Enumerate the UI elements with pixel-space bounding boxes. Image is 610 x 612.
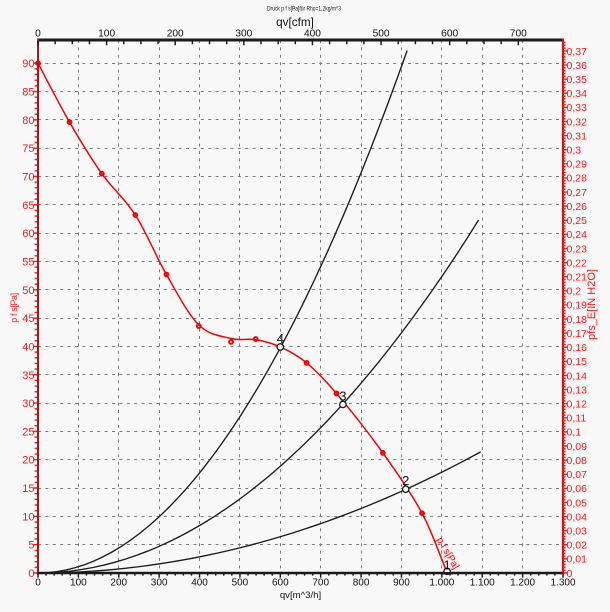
svg-text:qv[m^3/h]: qv[m^3/h] <box>280 590 321 601</box>
svg-text:0,09: 0,09 <box>567 441 588 453</box>
svg-text:0,13: 0,13 <box>567 384 588 396</box>
svg-text:10: 10 <box>22 511 34 523</box>
svg-text:0: 0 <box>35 578 41 589</box>
svg-text:200: 200 <box>110 578 127 589</box>
svg-text:75: 75 <box>22 143 34 155</box>
svg-text:0,14: 0,14 <box>567 370 588 382</box>
svg-text:85: 85 <box>22 87 34 99</box>
svg-text:0,24: 0,24 <box>567 229 588 241</box>
svg-text:60: 60 <box>22 228 34 240</box>
svg-text:70: 70 <box>22 171 34 183</box>
svg-text:0,28: 0,28 <box>567 173 588 185</box>
svg-text:4: 4 <box>277 331 284 346</box>
svg-text:0,23: 0,23 <box>567 243 588 255</box>
svg-text:p f s[Pa]: p f s[Pa] <box>9 293 19 323</box>
svg-text:0,16: 0,16 <box>567 342 588 354</box>
svg-text:5: 5 <box>28 540 34 552</box>
svg-text:Druck p f s[Pa]für Rho=1,2kg/m: Druck p f s[Pa]für Rho=1,2kg/m^3 <box>267 6 341 13</box>
svg-text:0,17: 0,17 <box>567 328 588 340</box>
svg-text:100: 100 <box>70 578 87 589</box>
svg-text:0,26: 0,26 <box>567 201 588 213</box>
svg-text:0,29: 0,29 <box>567 159 588 171</box>
svg-text:0: 0 <box>28 568 34 580</box>
svg-text:0,04: 0,04 <box>567 511 588 523</box>
svg-text:25: 25 <box>22 426 34 438</box>
svg-text:0,05: 0,05 <box>567 497 588 509</box>
svg-text:90: 90 <box>22 58 34 70</box>
svg-text:0: 0 <box>35 29 41 40</box>
svg-text:3: 3 <box>339 388 346 403</box>
svg-text:0,02: 0,02 <box>567 540 588 552</box>
svg-text:0,34: 0,34 <box>567 88 588 100</box>
svg-text:1.100: 1.100 <box>470 578 495 589</box>
svg-text:0,31: 0,31 <box>567 130 588 142</box>
svg-text:0,32: 0,32 <box>567 116 588 128</box>
svg-text:50: 50 <box>22 285 34 297</box>
svg-text:300: 300 <box>151 578 168 589</box>
svg-text:0,21: 0,21 <box>567 272 588 284</box>
svg-text:0,03: 0,03 <box>567 525 588 537</box>
svg-text:30: 30 <box>22 398 34 410</box>
svg-text:pfs_E[IN H2O]: pfs_E[IN H2O] <box>586 269 598 340</box>
svg-text:300: 300 <box>235 29 252 40</box>
svg-text:0,22: 0,22 <box>567 257 588 269</box>
svg-text:35: 35 <box>22 370 34 382</box>
svg-text:400: 400 <box>191 578 208 589</box>
svg-text:1.000: 1.000 <box>429 578 454 589</box>
svg-text:0,11: 0,11 <box>567 413 587 425</box>
svg-text:0: 0 <box>567 568 573 580</box>
svg-text:0,07: 0,07 <box>567 469 588 481</box>
svg-text:800: 800 <box>353 578 370 589</box>
svg-text:0,08: 0,08 <box>567 455 588 467</box>
svg-text:0,06: 0,06 <box>567 483 588 495</box>
svg-text:100: 100 <box>98 29 115 40</box>
svg-text:200: 200 <box>167 29 184 40</box>
svg-text:600: 600 <box>441 29 458 40</box>
svg-text:500: 500 <box>373 29 390 40</box>
svg-text:0,15: 0,15 <box>567 356 588 368</box>
svg-text:65: 65 <box>22 200 34 212</box>
svg-text:1.300: 1.300 <box>550 578 575 589</box>
svg-text:45: 45 <box>22 313 34 325</box>
svg-text:0,12: 0,12 <box>567 398 588 410</box>
svg-text:0,3: 0,3 <box>567 145 582 157</box>
svg-text:0,1: 0,1 <box>567 427 582 439</box>
svg-text:400: 400 <box>304 29 321 40</box>
svg-text:1: 1 <box>443 557 450 572</box>
svg-text:0,36: 0,36 <box>567 60 588 72</box>
svg-text:0,18: 0,18 <box>567 314 588 326</box>
svg-text:2: 2 <box>402 473 409 488</box>
svg-text:15: 15 <box>22 483 34 495</box>
svg-text:0,25: 0,25 <box>567 215 588 227</box>
svg-text:40: 40 <box>22 341 34 353</box>
svg-text:0,33: 0,33 <box>567 102 588 114</box>
svg-text:0,35: 0,35 <box>567 74 588 86</box>
svg-text:700: 700 <box>510 29 527 40</box>
svg-text:900: 900 <box>393 578 410 589</box>
svg-text:1.200: 1.200 <box>510 578 535 589</box>
svg-text:20: 20 <box>22 455 34 467</box>
svg-text:0,19: 0,19 <box>567 300 588 312</box>
svg-text:600: 600 <box>272 578 289 589</box>
svg-text:0,2: 0,2 <box>567 286 582 298</box>
svg-text:0,27: 0,27 <box>567 187 588 199</box>
svg-text:55: 55 <box>22 256 34 268</box>
svg-text:0,01: 0,01 <box>567 554 588 566</box>
svg-text:0,37: 0,37 <box>567 46 588 58</box>
svg-text:500: 500 <box>232 578 249 589</box>
svg-text:qv[cfm]: qv[cfm] <box>276 16 314 29</box>
svg-text:80: 80 <box>22 115 34 127</box>
svg-text:700: 700 <box>312 578 329 589</box>
